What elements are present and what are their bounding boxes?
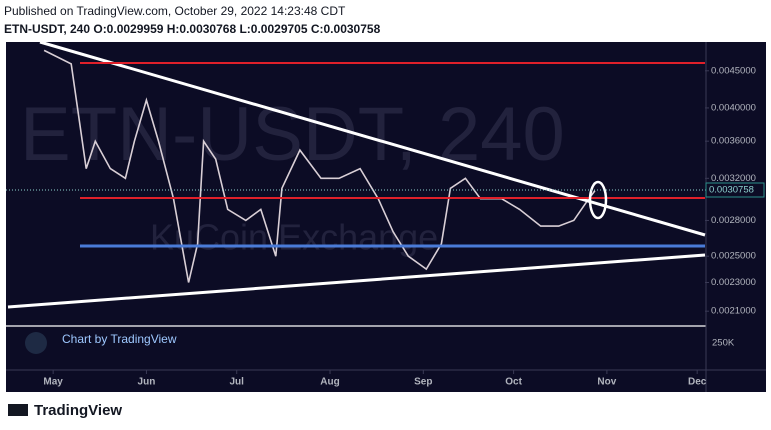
volume-label: 250K	[712, 338, 735, 349]
brand: TradingView	[34, 402, 122, 419]
y-tick-label: 0.0045000	[711, 65, 756, 76]
exchange-watermark: KuCoin Exchange	[150, 217, 438, 258]
y-tick-label: 0.0025000	[711, 251, 756, 262]
y-tick-label: 0.0023000	[711, 277, 756, 288]
x-tick-label: Oct	[505, 377, 522, 388]
chart-title: Published on TradingView.com, October 29…	[4, 4, 346, 18]
x-tick-label: Dec	[688, 377, 707, 388]
support-trendline	[7, 253, 706, 309]
brand-logo	[8, 404, 28, 416]
y-tick-label: 0.0032000	[711, 173, 756, 184]
x-tick-label: May	[43, 377, 63, 388]
x-tick-label: Jul	[229, 377, 244, 388]
y-tick-label: 0.0036000	[711, 136, 756, 147]
chart-subtitle: ETN-USDT, 240 O:0.0029959 H:0.0030768 L:…	[4, 22, 381, 36]
y-tick-label: 0.0021000	[711, 306, 756, 317]
y-tick-label: 0.0028000	[711, 215, 756, 226]
y-tick-label: 0.0040000	[711, 102, 756, 113]
tv-logo-badge	[25, 332, 47, 354]
x-tick-label: Jun	[138, 377, 156, 388]
attribution: Chart by TradingView	[62, 332, 177, 346]
highlight-ellipse	[588, 180, 608, 220]
resistance-trendline	[39, 40, 706, 237]
last-price-box	[705, 182, 765, 198]
x-tick-label: Sep	[414, 377, 432, 388]
x-tick-label: Aug	[320, 377, 339, 388]
x-tick-label: Nov	[597, 377, 616, 388]
last-price-label: 0.0030758	[709, 185, 754, 196]
watermark: ETN-USDT, 240	[20, 92, 565, 177]
